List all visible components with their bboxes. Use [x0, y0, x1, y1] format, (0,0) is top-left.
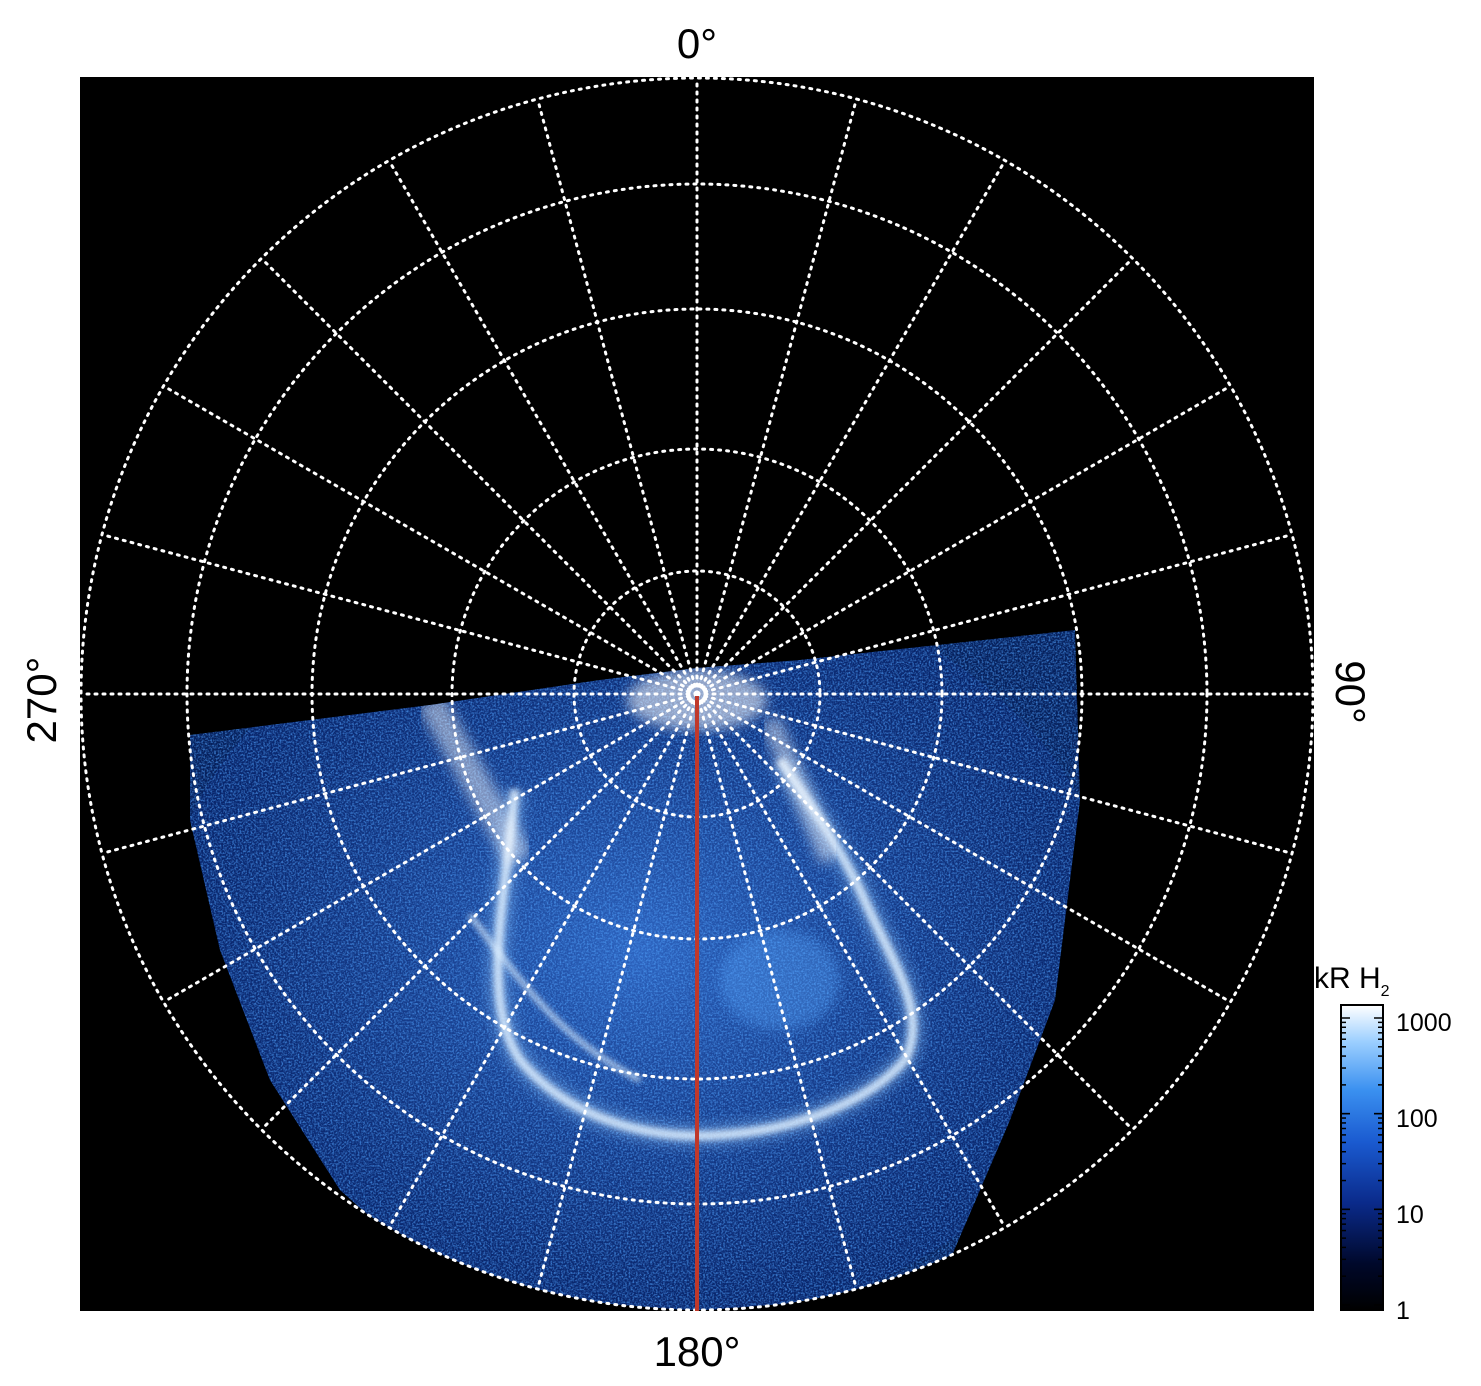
colorbar-tick-1: 1 — [1396, 1297, 1410, 1325]
grid-meridian-240 — [162, 692, 699, 1004]
grid-meridian-195 — [536, 692, 699, 1291]
polar-grid — [79, 76, 1315, 1312]
grid-meridian-135 — [695, 692, 1135, 1132]
grid-meridian-165 — [695, 692, 858, 1291]
grid-meridian-45 — [695, 256, 1135, 696]
colorbar: kR H2 1000 100 10 1 — [1314, 962, 1452, 1325]
grid-meridian-150 — [695, 692, 1007, 1229]
grid-meridian-30 — [695, 159, 1007, 696]
grid-meridian-15 — [695, 97, 858, 696]
grid-meridian-255 — [100, 692, 699, 855]
grid-meridian-330 — [387, 159, 699, 696]
grid-meridian-60 — [695, 384, 1232, 696]
grid-meridian-75 — [695, 533, 1294, 696]
grid-meridian-300 — [162, 384, 699, 696]
label-180-deg: 180° — [654, 1328, 741, 1375]
colorbar-title: kR H2 — [1314, 962, 1390, 1000]
grid-meridian-225 — [259, 692, 699, 1132]
colorbar-tick-10: 10 — [1396, 1201, 1424, 1229]
label-90-deg: 90° — [1327, 660, 1374, 724]
grid-meridian-345 — [536, 97, 699, 696]
colorbar-tick-100: 100 — [1396, 1105, 1438, 1133]
colorbar-tick-1000: 1000 — [1396, 1009, 1452, 1037]
grid-meridian-210 — [387, 692, 699, 1229]
grid-meridian-285 — [100, 533, 699, 696]
label-270-deg: 270° — [18, 657, 65, 744]
grid-meridian-315 — [259, 256, 699, 696]
colorbar-gradient — [1340, 1004, 1384, 1311]
grid-meridian-120 — [695, 692, 1232, 1004]
grid-meridian-105 — [695, 692, 1294, 855]
label-0-deg: 0° — [677, 20, 717, 67]
